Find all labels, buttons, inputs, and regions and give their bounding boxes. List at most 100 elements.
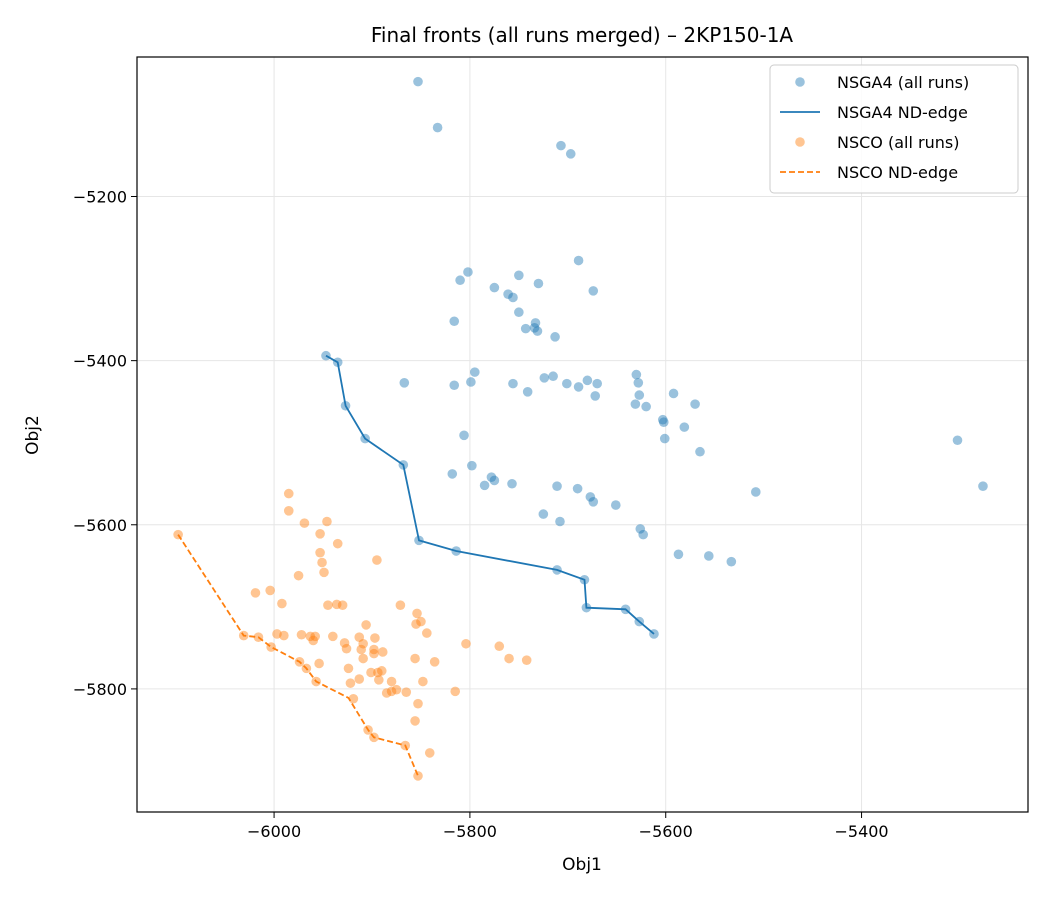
- data-point: [354, 632, 365, 643]
- data-point: [695, 446, 705, 457]
- data-point: [296, 629, 307, 640]
- data-point: [358, 653, 368, 664]
- data-point: [469, 367, 480, 377]
- data-point: [345, 678, 356, 688]
- chart-title: Final fronts (all runs merged) – 2KP150-…: [371, 23, 794, 47]
- data-point: [634, 390, 645, 400]
- data-point: [319, 567, 329, 578]
- data-point: [668, 388, 679, 399]
- data-point: [395, 600, 406, 610]
- data-point: [399, 377, 410, 388]
- data-point: [413, 698, 423, 709]
- data-point: [412, 608, 422, 619]
- data-point: [673, 549, 684, 560]
- data-point: [310, 631, 321, 642]
- data-point: [250, 588, 261, 598]
- data-point: [641, 401, 651, 412]
- data-point: [538, 509, 549, 519]
- legend-marker: [795, 137, 805, 147]
- data-point: [348, 693, 359, 704]
- axes-frame: [136, 56, 1029, 813]
- data-point: [455, 275, 465, 286]
- data-point: [494, 641, 505, 652]
- data-point: [489, 282, 500, 293]
- data-point: [690, 399, 700, 409]
- data-point: [299, 518, 310, 528]
- x-tick-label: −5800: [443, 822, 497, 841]
- data-point: [588, 286, 599, 296]
- data-point: [410, 716, 420, 726]
- data-point: [424, 748, 435, 758]
- data-point: [550, 332, 560, 342]
- axis-ticks: −6000 −5800 −5600 −5400 −5200 −5400 −5600 −5800: [73, 188, 889, 841]
- data-point: [555, 516, 565, 527]
- y-tick-label: −5400: [73, 352, 127, 371]
- data-point: [514, 307, 524, 318]
- data-point: [585, 492, 596, 502]
- data-point: [659, 433, 670, 444]
- legend-marker: [795, 77, 805, 87]
- data-point: [610, 500, 621, 510]
- data-point: [461, 638, 471, 649]
- data-point: [272, 629, 282, 639]
- data-point: [418, 676, 428, 687]
- y-tick-label: −5200: [73, 188, 127, 207]
- series-1: [325, 354, 655, 635]
- data-point: [391, 684, 402, 695]
- data-point: [373, 667, 383, 678]
- data-point: [321, 350, 331, 361]
- data-point: [726, 556, 737, 567]
- data-point: [279, 630, 289, 641]
- y-tick-label: −5600: [73, 516, 127, 535]
- data-point: [372, 555, 382, 565]
- data-point: [449, 380, 460, 391]
- data-point: [467, 460, 477, 471]
- data-point: [277, 598, 287, 609]
- data-point: [508, 378, 518, 389]
- data-point: [572, 483, 583, 494]
- data-point: [520, 323, 531, 334]
- data-point: [283, 506, 294, 516]
- data-point: [386, 676, 397, 687]
- data-point: [447, 469, 458, 479]
- data-point: [413, 771, 423, 781]
- data-point: [592, 378, 602, 389]
- data-point: [631, 369, 642, 380]
- data-point: [332, 538, 343, 549]
- data-point: [590, 391, 601, 401]
- data-point: [432, 122, 443, 133]
- data-point: [514, 270, 524, 281]
- data-point: [504, 653, 514, 664]
- data-point: [328, 631, 338, 642]
- data-point: [522, 387, 533, 397]
- data-point: [369, 648, 379, 659]
- x-axis-label: Obj1: [562, 855, 602, 875]
- data-point: [323, 600, 333, 610]
- data-point: [361, 620, 371, 630]
- data-point: [573, 255, 584, 266]
- data-point: [588, 496, 599, 507]
- data-point: [638, 529, 649, 540]
- data-point: [582, 375, 593, 386]
- data-point: [413, 76, 423, 87]
- data-point: [377, 647, 388, 657]
- data-point: [354, 674, 365, 684]
- data-point: [369, 644, 379, 655]
- legend-label: NSGA4 (all runs): [837, 73, 969, 92]
- data-point: [503, 289, 513, 299]
- data-point: [358, 638, 368, 649]
- data-point: [317, 557, 327, 568]
- data-point: [466, 377, 476, 387]
- series-3: [177, 534, 419, 777]
- data-point: [450, 686, 461, 697]
- data-point: [422, 628, 432, 638]
- data-point: [370, 633, 380, 643]
- data-point: [401, 687, 412, 697]
- data-point: [459, 430, 469, 441]
- data-point: [489, 475, 500, 486]
- data-point: [657, 414, 668, 425]
- data-point: [552, 481, 562, 492]
- data-point: [952, 435, 963, 446]
- data-point: [341, 643, 352, 654]
- data-point: [539, 373, 550, 383]
